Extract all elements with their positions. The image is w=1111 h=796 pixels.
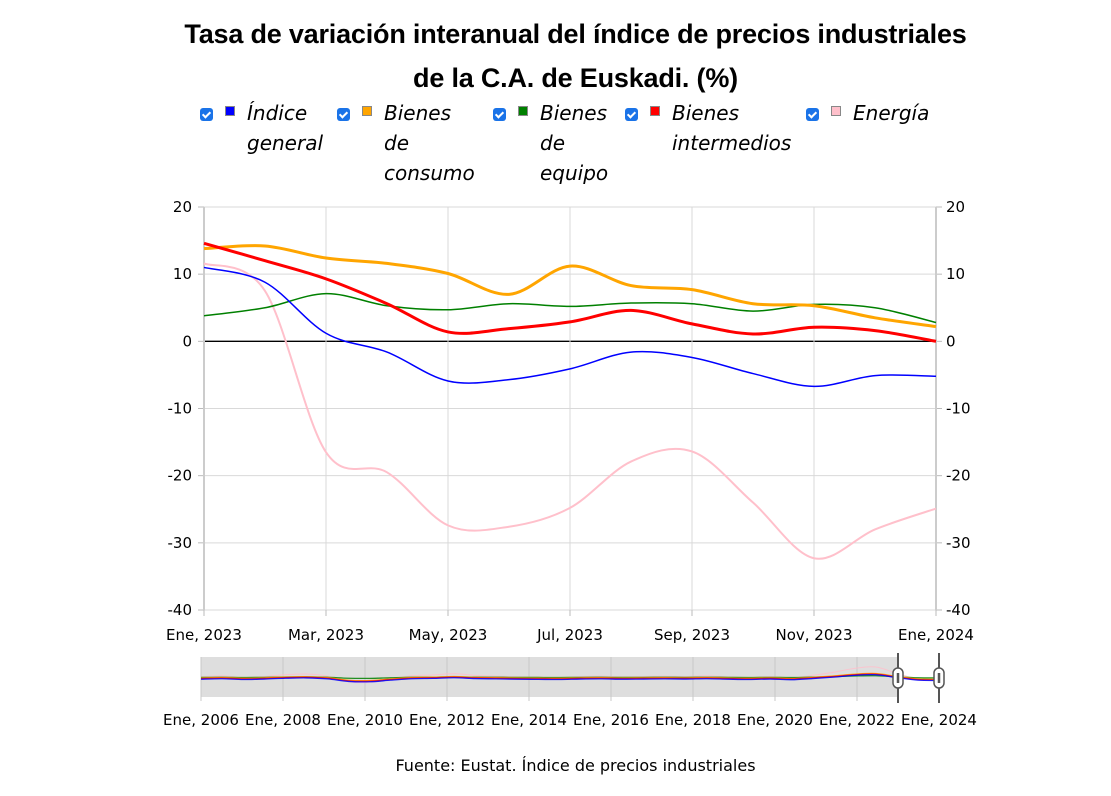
range-navigator[interactable]: Ene, 2006 Ene, 2008 Ene, 2010 Ene, 2012 Ene,… bbox=[163, 653, 977, 729]
navigator-tick-label: Ene, 2014 bbox=[491, 711, 567, 729]
x-tick-label: May, 2023 bbox=[409, 626, 488, 644]
navigator-tick-label: Ene, 2022 bbox=[819, 711, 895, 729]
y-tick-label-left: -10 bbox=[168, 400, 193, 418]
legend-item-energia[interactable]: Energía bbox=[806, 98, 929, 128]
navigator-tick-label: Ene, 2016 bbox=[573, 711, 649, 729]
y-tick-label-left: 20 bbox=[173, 198, 192, 216]
series-line-bienes-intermedios[interactable] bbox=[203, 241, 937, 343]
y-tick-label-left: -20 bbox=[168, 467, 193, 485]
y-tick-label-right: -40 bbox=[946, 601, 971, 619]
legend-label: Índice general bbox=[247, 101, 324, 155]
x-tick-label: Mar, 2023 bbox=[288, 626, 364, 644]
checkbox-checked-icon[interactable] bbox=[337, 108, 350, 121]
navigator-tick-label: Ene, 2010 bbox=[327, 711, 403, 729]
grid bbox=[203, 206, 937, 611]
y-tick-label-left: 0 bbox=[182, 332, 192, 350]
legend-label: Energía bbox=[853, 101, 930, 125]
chart-title-line-1: Tasa de variación interanual del índice … bbox=[184, 19, 967, 49]
source-note: Fuente: Eustat. Índice de precios indust… bbox=[395, 756, 756, 775]
x-tick-label: Ene, 2023 bbox=[166, 626, 242, 644]
checkbox-checked-icon[interactable] bbox=[493, 108, 506, 121]
legend-swatch-icon bbox=[225, 106, 235, 116]
x-tick-label: Sep, 2023 bbox=[654, 626, 730, 644]
axes: 20 20 10 10 0 0 -10 -10 -20 -20 -30 -30 -40 -40 Ene, 2… bbox=[166, 198, 974, 644]
navigator-tick-label: Ene, 2012 bbox=[409, 711, 485, 729]
legend-swatch-icon bbox=[831, 106, 841, 116]
chart-title-line-2: de la C.A. de Euskadi. (%) bbox=[413, 63, 738, 93]
legend-item-bienes-de-equipo[interactable]: Bienes de equipo bbox=[493, 98, 608, 188]
y-tick-label-right: 0 bbox=[946, 332, 956, 350]
legend-label: Bienes de consumo bbox=[384, 101, 475, 185]
checkbox-checked-icon[interactable] bbox=[625, 108, 638, 121]
x-tick-label: Jul, 2023 bbox=[536, 626, 603, 644]
chart-title: Tasa de variación interanual del índice … bbox=[0, 12, 1111, 100]
legend-swatch-icon bbox=[650, 106, 660, 116]
x-tick-label: Ene, 2024 bbox=[898, 626, 974, 644]
checkbox-checked-icon[interactable] bbox=[806, 108, 819, 121]
y-tick-label-right: 20 bbox=[946, 198, 965, 216]
navigator-tick-label: Ene, 2006 bbox=[163, 711, 239, 729]
legend-label: Bienes intermedios bbox=[672, 101, 792, 155]
legend-item-bienes-de-consumo[interactable]: Bienes de consumo bbox=[337, 98, 475, 188]
navigator-tick-label: Ene, 2008 bbox=[245, 711, 321, 729]
series-line-indice-general[interactable] bbox=[203, 266, 937, 388]
legend-item-bienes-intermedios[interactable]: Bienes intermedios bbox=[625, 98, 791, 158]
legend-item-indice-general[interactable]: Índice general bbox=[200, 98, 323, 158]
checkbox-checked-icon[interactable] bbox=[200, 108, 213, 121]
series-line-energia[interactable] bbox=[203, 262, 937, 560]
y-tick-label-left: -30 bbox=[168, 534, 193, 552]
legend-swatch-icon bbox=[518, 106, 528, 116]
y-tick-label-right: -10 bbox=[946, 400, 971, 418]
navigator-tick-label: Ene, 2020 bbox=[737, 711, 813, 729]
y-tick-label-right: 10 bbox=[946, 265, 965, 283]
x-tick-label: Nov, 2023 bbox=[776, 626, 853, 644]
y-tick-label-left: 10 bbox=[173, 265, 192, 283]
navigator-tick-label: Ene, 2024 bbox=[901, 711, 977, 729]
series-group bbox=[203, 241, 937, 560]
legend-label: Bienes de equipo bbox=[540, 101, 609, 185]
navigator-series-line bbox=[200, 673, 940, 683]
y-tick-label-right: -20 bbox=[946, 467, 971, 485]
legend-swatch-icon bbox=[362, 106, 372, 116]
y-tick-label-left: -40 bbox=[168, 601, 193, 619]
y-tick-label-right: -30 bbox=[946, 534, 971, 552]
series-line-bienes-de-consumo[interactable] bbox=[203, 244, 937, 329]
navigator-tick-label: Ene, 2018 bbox=[655, 711, 731, 729]
